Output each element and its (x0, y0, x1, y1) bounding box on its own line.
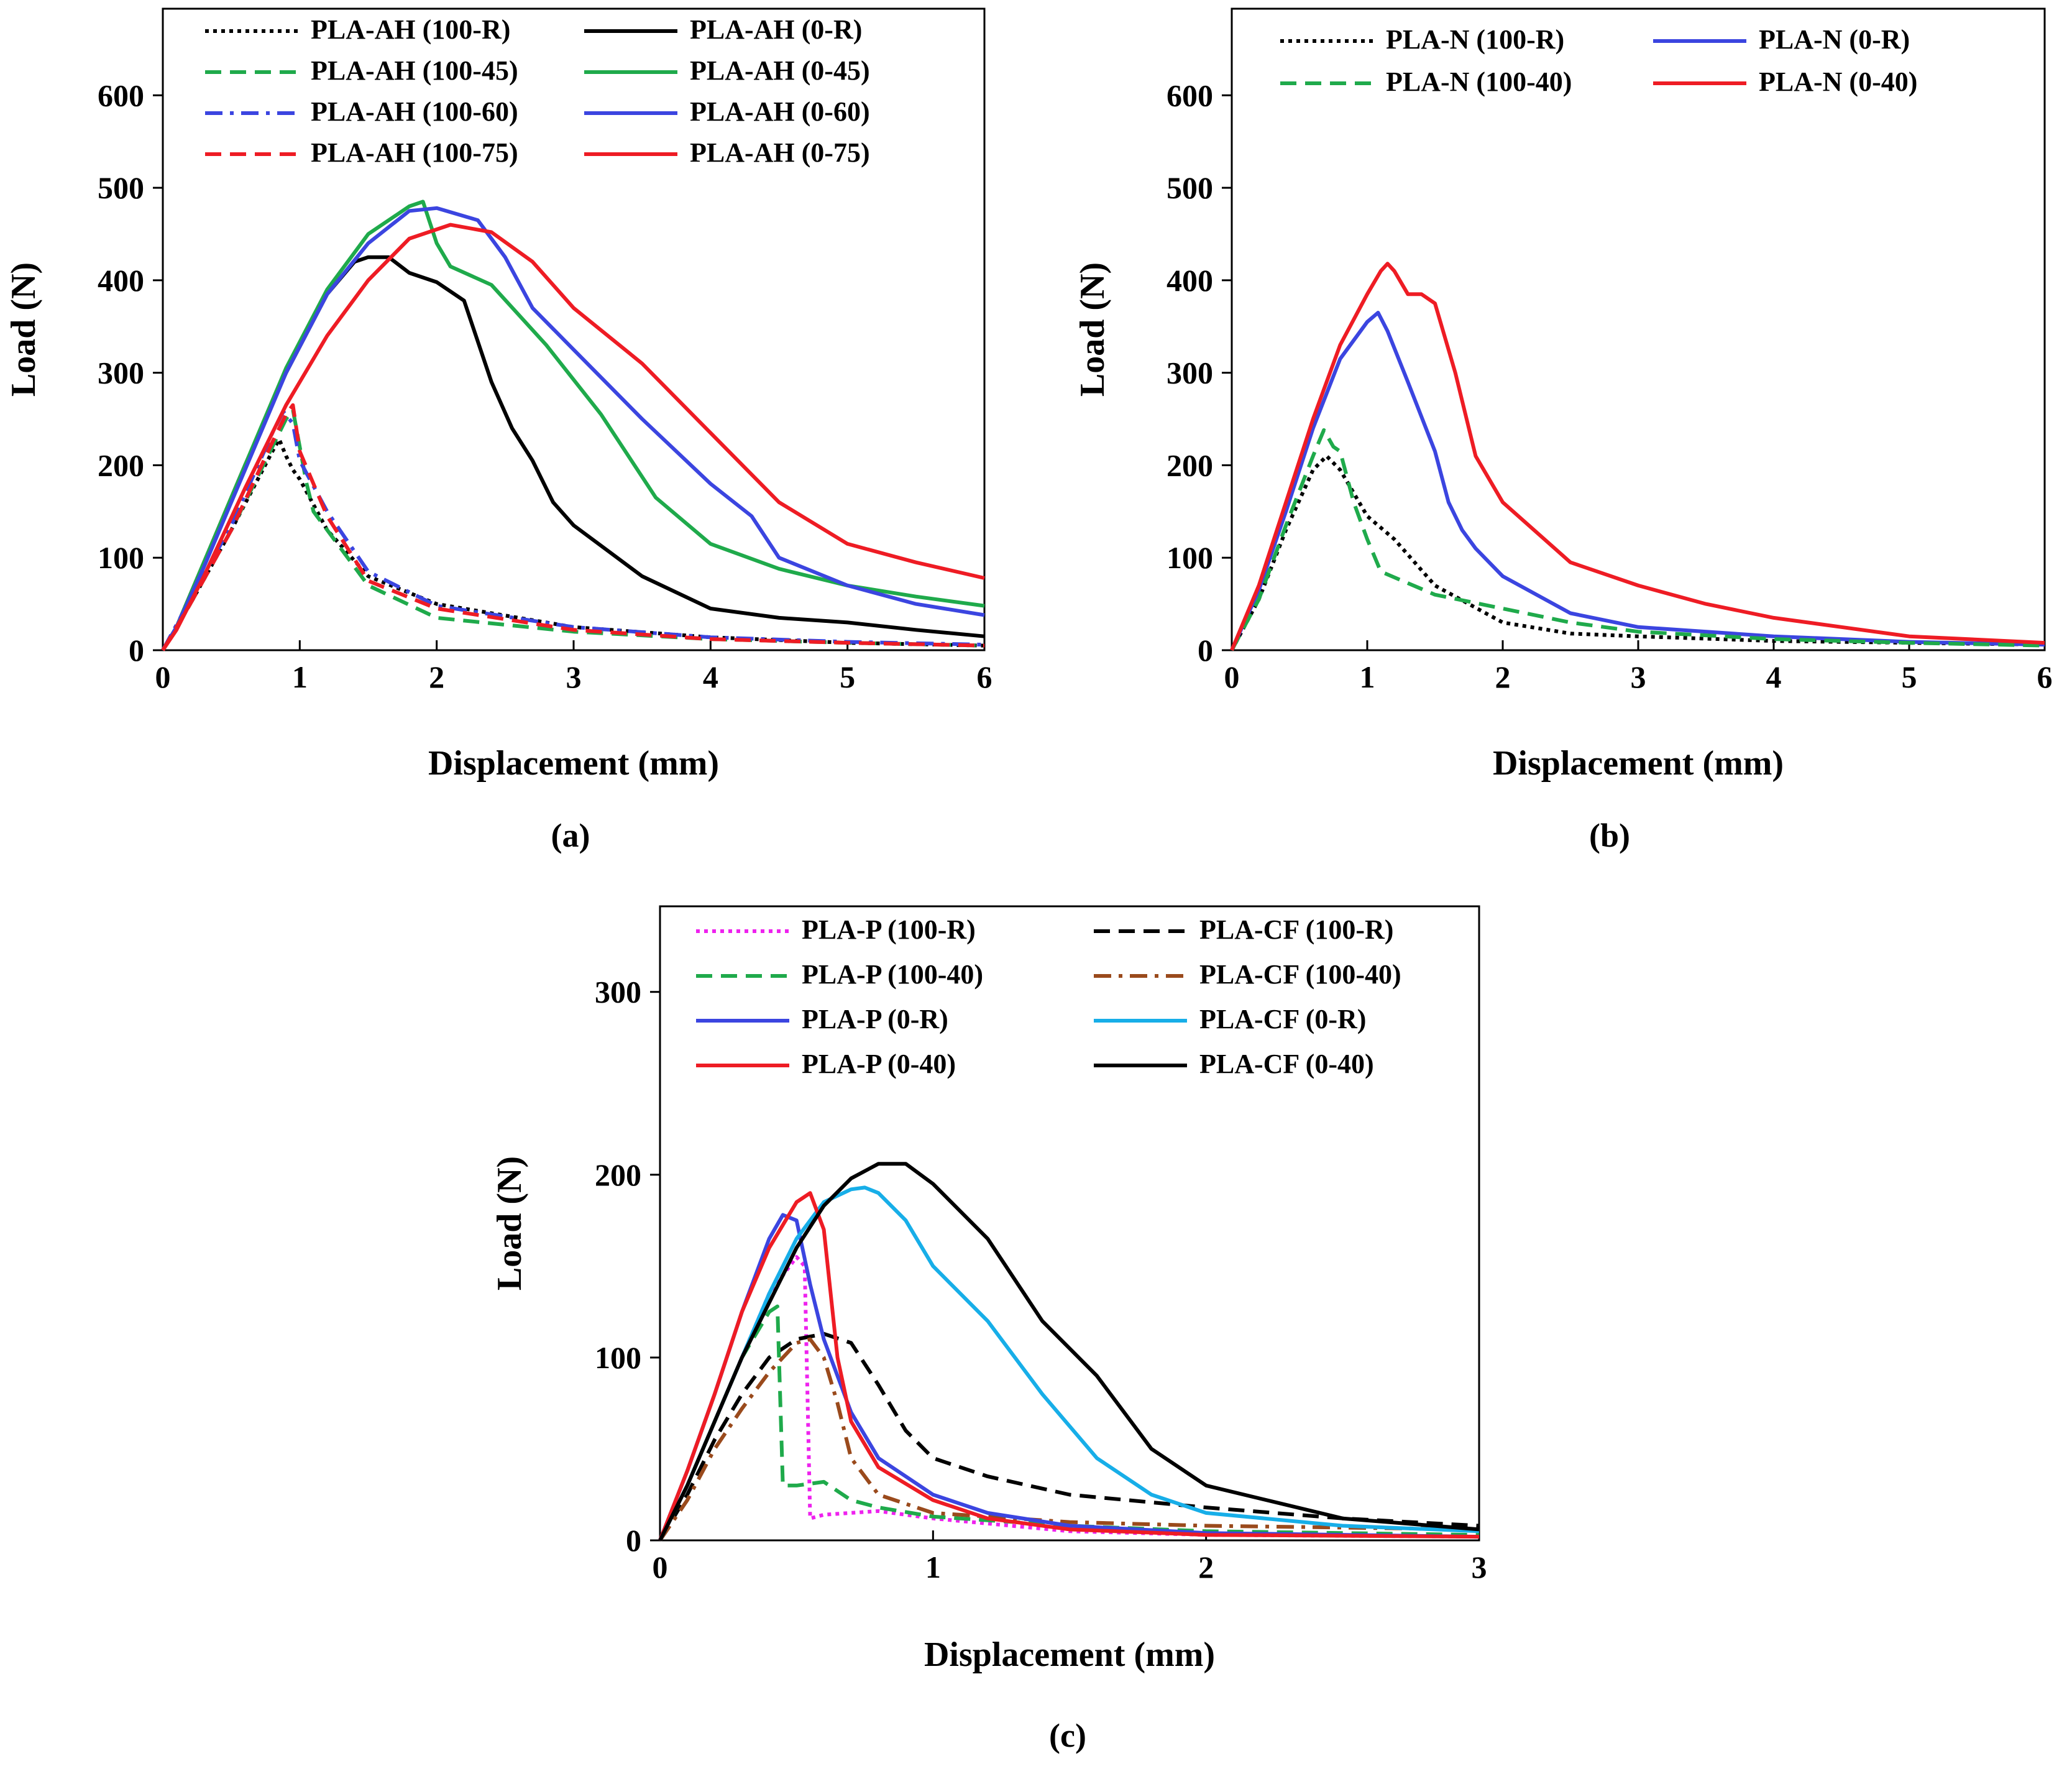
x-tick-label: 6 (977, 660, 992, 694)
y-tick-label: 500 (1167, 170, 1213, 205)
series-line (658, 1162, 1480, 1542)
y-tick-label: 0 (1198, 633, 1213, 668)
y-tick-label: 200 (595, 1157, 641, 1192)
y-axis-title: Load (N) (4, 262, 43, 397)
legend-label: PLA-P (100-R) (802, 914, 976, 945)
x-tick-label: 4 (703, 660, 718, 694)
x-tick-label: 1 (292, 660, 308, 694)
panel-label-a: (a) (551, 817, 590, 854)
chart-panel-b: 0 1 2 3 4 5 6 0 100 200 300 400 500 600 Displacement (… (1073, 7, 2053, 783)
legend-label: PLA-N (100-40) (1386, 67, 1572, 97)
series-line (1230, 428, 2045, 651)
y-tick-label: 0 (129, 633, 144, 668)
y-tick-label: 500 (98, 170, 144, 205)
series-line (161, 206, 985, 651)
series-line (161, 200, 985, 651)
series-line (658, 1185, 1480, 1542)
legend-label: PLA-AH (100-60) (311, 96, 518, 127)
x-axis-title: Displacement (mm) (428, 744, 719, 783)
y-tick-label: 300 (595, 975, 641, 1009)
legend-label: PLA-CF (100-40) (1199, 959, 1401, 990)
y-tick-label: 100 (595, 1340, 641, 1375)
series-line (161, 408, 985, 651)
legend-label: PLA-N (0-40) (1759, 67, 1917, 97)
x-axis-title: Displacement (mm) (924, 1635, 1215, 1674)
legend-label: PLA-N (0-R) (1759, 24, 1910, 55)
y-axis-title: Load (N) (1073, 262, 1112, 397)
series-line (161, 255, 985, 651)
x-tick-label: 3 (1631, 660, 1646, 694)
y-tick-label: 100 (98, 540, 144, 575)
chart-panel-a: 0 1 2 3 4 5 6 0 100 200 300 400 500 600 Displacement (… (4, 7, 992, 783)
legend-label: PLA-AH (100-R) (311, 14, 510, 45)
y-tick-label: 300 (1167, 356, 1213, 390)
legend-label: PLA-AH (0-60) (690, 96, 870, 127)
legend-label: PLA-CF (100-R) (1199, 914, 1393, 945)
legend-label: PLA-AH (100-45) (311, 55, 518, 86)
x-axis-title: Displacement (mm) (1493, 744, 1784, 783)
legend-label: PLA-N (100-R) (1386, 24, 1564, 55)
x-tick-label: 4 (1766, 660, 1782, 694)
series-line (161, 223, 985, 651)
legend-label: PLA-CF (0-R) (1199, 1004, 1366, 1034)
legend-label: PLA-AH (0-R) (690, 14, 862, 45)
x-tick-label: 3 (1472, 1550, 1487, 1584)
x-tick-label: 1 (1360, 660, 1375, 694)
y-tick-label: 400 (98, 263, 144, 298)
x-tick-label: 2 (1198, 1550, 1214, 1584)
series-line (1230, 311, 2045, 651)
series-line (658, 1337, 1480, 1542)
series-line (658, 1255, 1480, 1542)
series-line (1230, 454, 2045, 651)
x-tick-label: 0 (653, 1550, 668, 1584)
legend-label: PLA-AH (100-75) (311, 137, 518, 168)
legend-label: PLA-CF (0-40) (1199, 1049, 1374, 1079)
x-tick-label: 5 (840, 660, 855, 694)
series-line (161, 403, 985, 651)
series-line (161, 437, 985, 651)
series-line (658, 1331, 1480, 1542)
y-tick-label: 100 (1167, 540, 1213, 575)
y-tick-label: 200 (1167, 448, 1213, 482)
series-line (161, 410, 985, 651)
y-tick-label: 200 (98, 448, 144, 482)
x-tick-label: 2 (1495, 660, 1511, 694)
chart-panel-c: 0 1 2 3 0 100 200 300 Displacement (mm) Load (N) P… (490, 905, 1487, 1674)
y-tick-label: 600 (98, 78, 144, 113)
x-tick-label: 0 (155, 660, 171, 694)
legend-label: PLA-P (0-40) (802, 1049, 956, 1079)
series-line (658, 1191, 1480, 1542)
x-tick-label: 3 (566, 660, 582, 694)
legend-label: PLA-AH (0-75) (690, 137, 870, 168)
y-tick-label: 400 (1167, 263, 1213, 298)
plot-frame (1231, 7, 2046, 651)
legend-label: PLA-P (0-R) (802, 1004, 948, 1034)
x-tick-label: 0 (1224, 660, 1240, 694)
y-tick-label: 600 (1167, 78, 1213, 113)
plot-frame (659, 905, 1480, 1542)
y-tick-label: 300 (98, 356, 144, 390)
x-tick-label: 5 (1902, 660, 1917, 694)
y-tick-label: 0 (626, 1523, 641, 1558)
x-tick-label: 6 (2037, 660, 2053, 694)
legend-label: PLA-AH (0-45) (690, 55, 870, 86)
y-axis-title: Load (N) (490, 1156, 529, 1290)
panel-label-b: (b) (1589, 817, 1630, 854)
panel-label-c: (c) (1049, 1717, 1086, 1754)
x-tick-label: 1 (925, 1550, 941, 1584)
series-line (1230, 262, 2045, 651)
legend-label: PLA-P (100-40) (802, 959, 983, 990)
x-tick-label: 2 (429, 660, 444, 694)
